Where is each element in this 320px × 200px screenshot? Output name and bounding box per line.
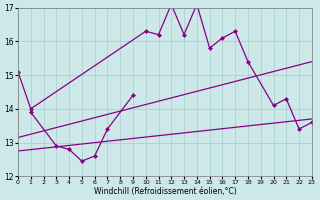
X-axis label: Windchill (Refroidissement éolien,°C): Windchill (Refroidissement éolien,°C) [93, 187, 236, 196]
